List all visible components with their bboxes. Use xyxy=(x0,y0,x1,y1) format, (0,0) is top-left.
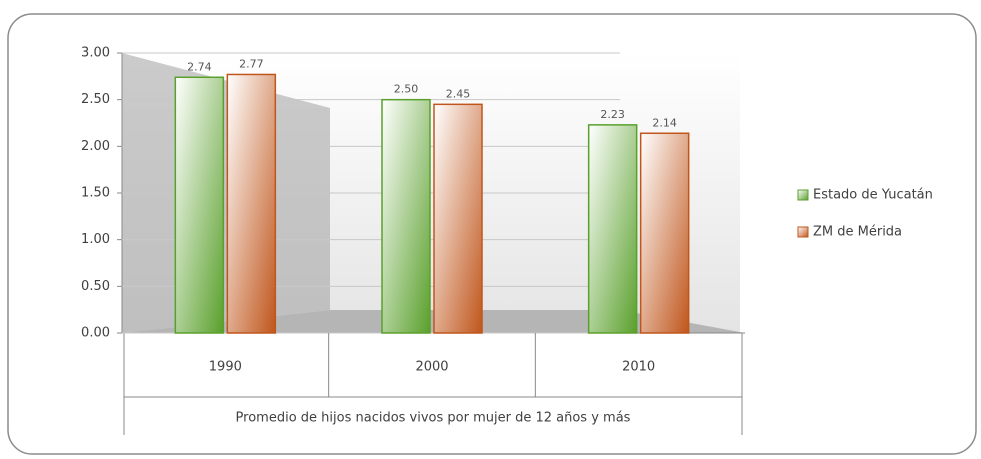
y-tick-label: 3.00 xyxy=(81,46,110,61)
y-tick-label: 0.50 xyxy=(81,279,110,294)
value-label: 2.74 xyxy=(187,60,212,73)
value-label: 2.77 xyxy=(239,57,264,70)
x-axis-title: Promedio de hijos nacidos vivos por muje… xyxy=(236,411,631,426)
value-label: 2.45 xyxy=(446,87,471,100)
bar xyxy=(587,124,638,334)
y-tick-label: 2.00 xyxy=(81,139,110,154)
bar xyxy=(381,98,431,334)
y-tick-label: 1.50 xyxy=(81,186,110,201)
x-tick-label: 1990 xyxy=(209,360,242,375)
value-label: 2.14 xyxy=(652,116,677,129)
bar xyxy=(174,76,225,334)
y-tick-label: 1.00 xyxy=(81,232,110,247)
legend-swatch xyxy=(797,226,809,238)
value-label: 2.50 xyxy=(394,83,419,96)
x-tick-label: 2010 xyxy=(622,360,655,375)
bar xyxy=(433,103,483,334)
legend-label: Estado de Yucatán xyxy=(813,188,933,203)
value-label: 2.23 xyxy=(600,108,625,121)
x-tick-label: 2000 xyxy=(415,360,448,375)
bar xyxy=(226,73,277,334)
legend-label: ZM de Mérida xyxy=(813,225,902,240)
legend-swatch xyxy=(797,189,809,201)
y-tick-label: 2.50 xyxy=(81,92,110,107)
y-tick-label: 0.00 xyxy=(81,326,110,341)
bar xyxy=(639,132,690,334)
